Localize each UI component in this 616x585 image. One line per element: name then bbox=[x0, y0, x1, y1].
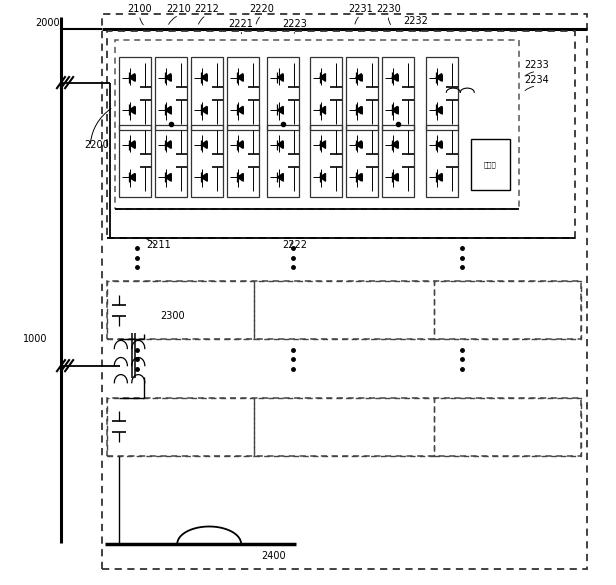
Polygon shape bbox=[201, 74, 207, 81]
Polygon shape bbox=[129, 174, 135, 181]
Bar bbox=[434, 398, 581, 456]
Bar bbox=[119, 57, 151, 130]
Polygon shape bbox=[237, 74, 243, 81]
Bar bbox=[155, 125, 187, 197]
Polygon shape bbox=[320, 106, 325, 114]
Bar bbox=[310, 57, 342, 130]
Polygon shape bbox=[237, 141, 243, 149]
Bar bbox=[382, 57, 414, 130]
Text: 2233: 2233 bbox=[524, 60, 549, 70]
Polygon shape bbox=[320, 141, 325, 149]
Bar bbox=[107, 398, 254, 456]
Text: 2223: 2223 bbox=[282, 19, 307, 29]
Polygon shape bbox=[356, 74, 362, 81]
Polygon shape bbox=[392, 141, 397, 149]
Polygon shape bbox=[201, 174, 207, 181]
Polygon shape bbox=[436, 141, 442, 149]
Text: 2000: 2000 bbox=[35, 18, 60, 27]
Polygon shape bbox=[277, 174, 283, 181]
Bar bbox=[426, 125, 458, 197]
Text: 2221: 2221 bbox=[229, 19, 254, 29]
Polygon shape bbox=[165, 106, 171, 114]
Bar bbox=[115, 40, 519, 209]
Bar bbox=[382, 125, 414, 197]
Bar bbox=[267, 125, 299, 197]
Polygon shape bbox=[392, 174, 397, 181]
Polygon shape bbox=[237, 106, 243, 114]
Bar bbox=[107, 398, 581, 456]
Bar bbox=[155, 57, 187, 130]
Polygon shape bbox=[356, 106, 362, 114]
Polygon shape bbox=[165, 74, 171, 81]
Bar bbox=[254, 398, 434, 456]
Bar bbox=[267, 57, 299, 130]
Bar bbox=[346, 125, 378, 197]
Polygon shape bbox=[165, 141, 171, 149]
Polygon shape bbox=[356, 141, 362, 149]
Bar bbox=[426, 57, 458, 130]
Bar bbox=[102, 14, 587, 569]
Polygon shape bbox=[392, 106, 397, 114]
Bar bbox=[227, 125, 259, 197]
Bar bbox=[191, 125, 223, 197]
Bar bbox=[434, 281, 581, 339]
Polygon shape bbox=[320, 174, 325, 181]
Polygon shape bbox=[356, 174, 362, 181]
Bar bbox=[254, 281, 434, 339]
Bar bbox=[191, 57, 223, 130]
Text: 2232: 2232 bbox=[403, 16, 428, 26]
Text: 2200: 2200 bbox=[84, 140, 109, 150]
Text: 1000: 1000 bbox=[23, 335, 47, 345]
Polygon shape bbox=[201, 106, 207, 114]
Bar bbox=[310, 125, 342, 197]
Polygon shape bbox=[436, 174, 442, 181]
Bar bbox=[227, 57, 259, 130]
Text: 2230: 2230 bbox=[376, 4, 400, 14]
Polygon shape bbox=[201, 141, 207, 149]
Polygon shape bbox=[129, 74, 135, 81]
Text: 储能体: 储能体 bbox=[484, 161, 497, 168]
Text: 2212: 2212 bbox=[194, 4, 219, 14]
Bar bbox=[471, 139, 510, 190]
Polygon shape bbox=[277, 74, 283, 81]
Text: 2210: 2210 bbox=[166, 4, 192, 14]
Polygon shape bbox=[165, 174, 171, 181]
Polygon shape bbox=[436, 74, 442, 81]
Bar bbox=[107, 32, 575, 238]
Bar bbox=[346, 57, 378, 130]
Bar bbox=[119, 125, 151, 197]
Polygon shape bbox=[277, 106, 283, 114]
Bar bbox=[107, 281, 254, 339]
Text: 2220: 2220 bbox=[249, 4, 274, 14]
Text: 2211: 2211 bbox=[147, 240, 171, 250]
Text: 2100: 2100 bbox=[127, 4, 152, 14]
Text: 2300: 2300 bbox=[160, 311, 184, 321]
Text: 2234: 2234 bbox=[524, 75, 549, 85]
Polygon shape bbox=[129, 106, 135, 114]
Text: 2400: 2400 bbox=[262, 551, 286, 561]
Polygon shape bbox=[277, 141, 283, 149]
Text: 2231: 2231 bbox=[348, 4, 373, 14]
Text: 2222: 2222 bbox=[282, 240, 307, 250]
Bar bbox=[107, 281, 581, 339]
Polygon shape bbox=[129, 141, 135, 149]
Polygon shape bbox=[392, 74, 397, 81]
Polygon shape bbox=[436, 106, 442, 114]
Polygon shape bbox=[237, 174, 243, 181]
Polygon shape bbox=[320, 74, 325, 81]
